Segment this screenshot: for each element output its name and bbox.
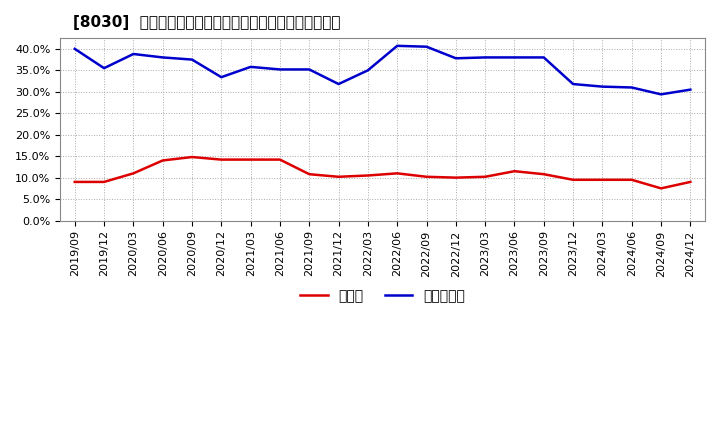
有利子負債: [539, 55, 548, 60]
有利子負債: [217, 74, 225, 80]
現預金: [657, 186, 665, 191]
有利子負債: [598, 84, 607, 89]
有利子負債: [481, 55, 490, 60]
現預金: [71, 179, 79, 184]
有利子負債: [627, 85, 636, 90]
Line: 有利子負債: 有利子負債: [75, 46, 690, 94]
有利子負債: [188, 57, 197, 62]
Legend: 現預金, 有利子負債: 現預金, 有利子負債: [294, 283, 471, 308]
現預金: [305, 172, 314, 177]
有利子負債: [510, 55, 519, 60]
現預金: [334, 174, 343, 180]
有利子負債: [364, 68, 372, 73]
現預金: [481, 174, 490, 180]
現預金: [158, 158, 167, 163]
現預金: [246, 157, 255, 162]
Text: [8030]  現預金、有利子負債の総資産に対する比率の推移: [8030] 現預金、有利子負債の総資産に対する比率の推移: [73, 15, 341, 30]
現預金: [100, 179, 109, 184]
有利子負債: [334, 81, 343, 87]
現預金: [364, 173, 372, 178]
現預金: [686, 179, 695, 184]
現預金: [569, 177, 577, 183]
現預金: [510, 169, 519, 174]
現預金: [451, 175, 460, 180]
現預金: [598, 177, 607, 183]
現預金: [188, 154, 197, 160]
有利子負債: [569, 81, 577, 87]
現預金: [217, 157, 225, 162]
現預金: [539, 172, 548, 177]
現預金: [129, 171, 138, 176]
有利子負債: [305, 67, 314, 72]
有利子負債: [246, 64, 255, 70]
有利子負債: [71, 46, 79, 51]
有利子負債: [129, 51, 138, 57]
現預金: [276, 157, 284, 162]
有利子負債: [657, 92, 665, 97]
現預金: [393, 171, 402, 176]
有利子負債: [276, 67, 284, 72]
現預金: [422, 174, 431, 180]
現預金: [627, 177, 636, 183]
有利子負債: [686, 87, 695, 92]
有利子負債: [100, 66, 109, 71]
有利子負債: [422, 44, 431, 49]
有利子負債: [393, 43, 402, 48]
有利子負債: [158, 55, 167, 60]
Line: 現預金: 現預金: [75, 157, 690, 188]
有利子負債: [451, 55, 460, 61]
